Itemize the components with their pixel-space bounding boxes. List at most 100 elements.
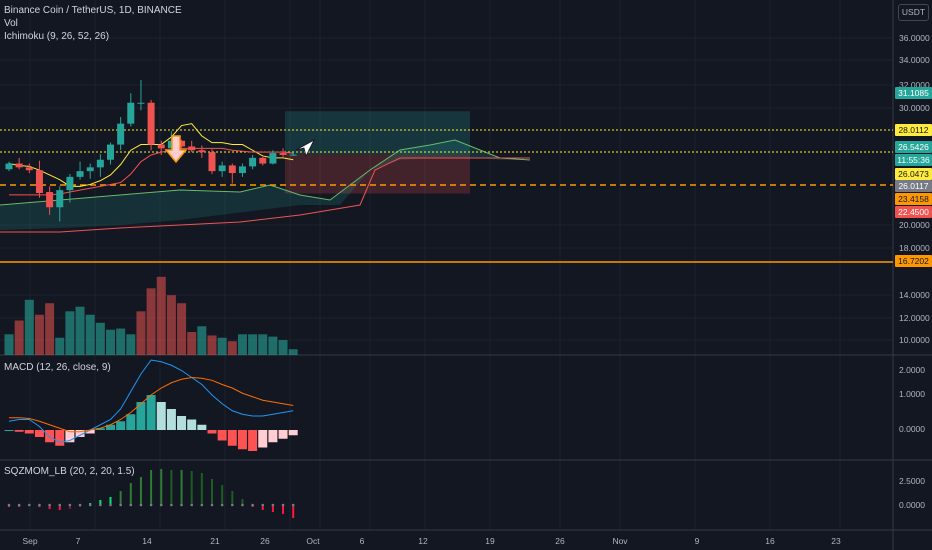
candle-body (208, 152, 216, 172)
candle-body (127, 102, 135, 124)
squeeze-dot (139, 503, 143, 507)
squeeze-dot (88, 503, 92, 507)
arrow-down-shape (164, 135, 188, 164)
candle-body (117, 123, 125, 145)
candle-body (157, 144, 165, 149)
sqz-axis-tick: 0.0000 (899, 500, 925, 510)
squeeze-dot (190, 503, 193, 507)
candle-body (279, 153, 287, 155)
macd-axis-tick: 0.0000 (899, 424, 925, 434)
squeeze-dot (119, 503, 122, 507)
squeeze-dot (38, 503, 41, 507)
volume-bar (177, 303, 187, 355)
squeeze-dot (7, 503, 11, 507)
squeeze-dot (99, 503, 102, 507)
price-label-tag[interactable]: 26.0117 (895, 180, 932, 192)
macd-histogram-bar (45, 430, 55, 443)
ichimoku-legend: Ichimoku (9, 26, 52, 26) (4, 31, 110, 42)
time-axis-tick: Sep (22, 536, 38, 546)
volume-bar (45, 303, 55, 355)
macd-legend: MACD (12, 26, close, 9) (4, 362, 111, 373)
volume-bar (34, 314, 44, 355)
macd-signal-line (9, 376, 294, 433)
candle-body (249, 157, 257, 167)
macd-axis-tick: 2.0000 (899, 365, 925, 375)
currency-button[interactable]: USDT (898, 4, 929, 21)
volume-bar (14, 320, 24, 355)
volume-bar (106, 329, 115, 355)
volume-bar (146, 288, 156, 355)
macd-histogram-bar (187, 419, 197, 430)
macd-histogram-bar (106, 424, 115, 430)
macd-histogram-bar (177, 416, 187, 430)
price-axis-tick: 10.0000 (899, 335, 930, 345)
time-axis-tick: 14 (142, 536, 152, 546)
squeeze-dot (78, 503, 82, 507)
kijun-line (9, 147, 294, 196)
time-axis-tick: Oct (306, 536, 320, 546)
macd-histogram-bar (136, 402, 146, 430)
macd-histogram-bar (166, 409, 176, 430)
ichimoku-cloud (0, 140, 530, 230)
candle-body (5, 163, 13, 170)
price-label-tag[interactable]: 28.0112 (895, 124, 932, 136)
candle-body (96, 159, 104, 168)
macd-histogram-bar (55, 430, 65, 446)
volume-bar (278, 340, 288, 355)
macd-histogram-bar (156, 402, 166, 430)
squeeze-dot (261, 503, 265, 507)
volume-bar (95, 322, 105, 355)
price-label-tag[interactable]: 23.4158 (895, 193, 932, 205)
volume-bar (288, 349, 298, 355)
candle-body (66, 176, 74, 191)
macd-histogram-bar (237, 430, 247, 450)
position-target-zone (285, 111, 470, 155)
time-axis-tick: 23 (831, 536, 841, 546)
price-axis-tick: 34.0000 (899, 55, 930, 65)
time-axis-tick: 7 (75, 536, 81, 546)
position-stop-zone (285, 154, 470, 194)
price-label-tag[interactable]: 22.4500 (895, 206, 932, 218)
macd-histogram-bar (95, 428, 105, 430)
macd-histogram-bar (4, 430, 14, 431)
squeeze-dot (170, 503, 173, 507)
volume-bar (75, 306, 85, 355)
volume-bar (156, 276, 166, 355)
squeeze-dot (210, 503, 214, 507)
candle-body (46, 192, 54, 208)
squeeze-dot (281, 503, 285, 507)
macd-histogram-bar (268, 430, 278, 443)
price-label-tag[interactable]: 31.1085 (895, 87, 932, 99)
cursor-arrow-icon (295, 139, 315, 158)
candle-body (15, 163, 23, 168)
candle-body (107, 144, 114, 160)
price-label-tag[interactable]: 26.0473 (895, 168, 932, 180)
time-axis-tick: Nov (612, 536, 628, 546)
squeeze-dot (220, 503, 224, 507)
senkou-span-b (0, 157, 530, 233)
macd-histogram-bar (24, 430, 34, 434)
price-label-tag[interactable]: 16.7202 (895, 255, 932, 267)
candle-body (269, 153, 277, 164)
volume-bar (197, 326, 207, 355)
volume-bar (217, 337, 227, 355)
squeeze-dot (28, 503, 31, 507)
candle-body (238, 166, 246, 174)
volume-bar (85, 314, 95, 355)
volume-bar (116, 328, 126, 355)
chart-title: Binance Coin / TetherUS, 1D, BINANCE (4, 5, 182, 16)
time-axis-tick: 19 (485, 536, 495, 546)
candle-body (218, 165, 226, 172)
price-axis-tick: 32.0000 (899, 80, 930, 90)
volume-bar (126, 334, 136, 355)
volume-bar (207, 335, 217, 355)
price-axis-tick: 36.0000 (899, 33, 930, 43)
candle-body (289, 154, 297, 156)
macd-histogram-bar (197, 424, 207, 430)
macd-line (8, 359, 294, 443)
squeeze-dot (109, 503, 112, 507)
sqzmom-legend: SQZMOM_LB (20, 2, 20, 1.5) (4, 466, 135, 477)
price-label-tag[interactable]: 11:55:36 (895, 154, 932, 166)
price-label-tag[interactable]: 26.5426 (895, 141, 932, 153)
